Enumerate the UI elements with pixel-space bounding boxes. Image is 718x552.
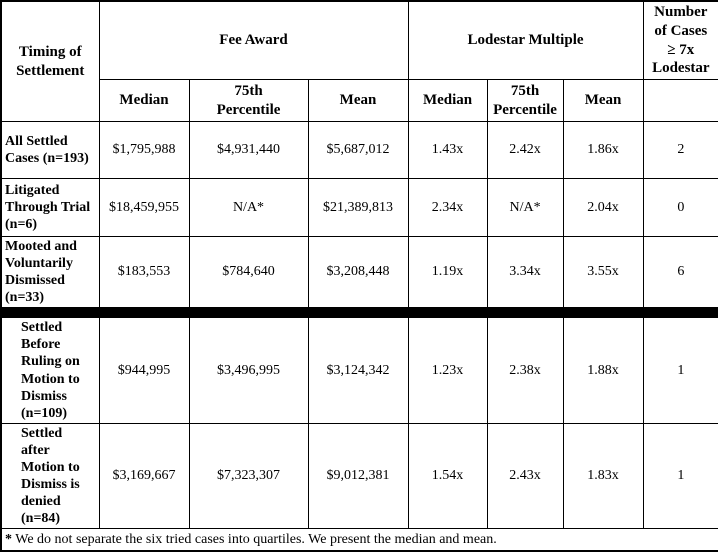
table-row-settled-before-ruling-mtd: Settled Before Ruling on Motion to Dismi… — [0, 317, 718, 424]
cell-fee-75th: $4,931,440 — [188, 121, 309, 179]
row-label: All Settled Cases (n=193) — [0, 121, 100, 179]
row-label: Litigated Through Trial (n=6) — [0, 178, 100, 237]
cell-lodestar-mean: 2.04x — [562, 178, 644, 237]
subheader-lodestar-75th-percentile: 75th Percentile — [486, 79, 564, 122]
empty-header-cell — [642, 79, 718, 122]
cell-lodestar-mean: 1.86x — [562, 121, 644, 179]
thick-section-divider — [0, 307, 718, 319]
subheader-lodestar-mean: Mean — [562, 79, 644, 122]
cell-fee-median: $1,795,988 — [98, 121, 190, 179]
cell-fee-mean: $5,687,012 — [307, 121, 409, 179]
cell-fee-mean: $3,124,342 — [307, 317, 409, 424]
subheader-fee-median: Median — [98, 79, 190, 122]
row-label: Settled Before Ruling on Motion to Dismi… — [0, 317, 100, 424]
subheader-fee-mean: Mean — [307, 79, 409, 122]
header-row-groups: Timing of Settlement Fee Award Lodestar … — [0, 0, 718, 122]
cell-lodestar-75th: 3.34x — [486, 235, 564, 309]
cell-lodestar-mean: 3.55x — [562, 235, 644, 309]
cell-fee-median: $944,995 — [98, 317, 190, 424]
cell-fee-75th: $784,640 — [188, 235, 309, 309]
table-row-all-settled-cases: All Settled Cases (n=193) $1,795,988 $4,… — [0, 121, 718, 179]
cell-num-cases-7x: 1 — [642, 317, 718, 424]
footnote: * We do not separate the six tried cases… — [0, 528, 718, 552]
cell-num-cases-7x: 1 — [642, 422, 718, 530]
cell-fee-mean: $9,012,381 — [307, 422, 409, 530]
cell-num-cases-7x: 2 — [642, 121, 718, 179]
cell-fee-mean: $3,208,448 — [307, 235, 409, 309]
table-row-litigated-through-trial: Litigated Through Trial (n=6) $18,459,95… — [0, 178, 718, 237]
cell-lodestar-median: 1.19x — [407, 235, 488, 309]
divider-bar — [0, 307, 718, 319]
cell-fee-median: $183,553 — [98, 235, 190, 309]
cell-fee-75th: $3,496,995 — [188, 317, 309, 424]
group-header-fee-award: Fee Award — [98, 0, 409, 80]
cell-lodestar-median: 1.54x — [407, 422, 488, 530]
cell-lodestar-median: 1.43x — [407, 121, 488, 179]
cell-lodestar-75th: 2.42x — [486, 121, 564, 179]
corner-header-timing-of-settlement: Timing of Settlement — [0, 0, 100, 122]
cell-fee-75th: N/A* — [188, 178, 309, 237]
subheader-fee-75th-percentile: 75th Percentile — [188, 79, 309, 122]
subheader-lodestar-median: Median — [407, 79, 488, 122]
footnote-text: We do not separate the six tried cases i… — [12, 531, 497, 547]
cell-lodestar-75th: 2.43x — [486, 422, 564, 530]
cell-fee-median: $3,169,667 — [98, 422, 190, 530]
cell-num-cases-7x: 0 — [642, 178, 718, 237]
table-row-mooted-voluntarily-dismissed: Mooted and Voluntarily Dismissed (n=33) … — [0, 235, 718, 309]
footnote-row: * We do not separate the six tried cases… — [0, 528, 718, 552]
row-label: Settled after Motion to Dismiss is denie… — [0, 422, 100, 530]
cell-lodestar-75th: 2.38x — [486, 317, 564, 424]
row-label: Mooted and Voluntarily Dismissed (n=33) — [0, 235, 100, 309]
header-row-subheaders: Median 75th Percentile Mean Median 75th … — [1, 79, 718, 122]
cell-lodestar-mean: 1.88x — [562, 317, 644, 424]
cell-lodestar-mean: 1.83x — [562, 422, 644, 530]
table-row-settled-after-mtd-denied: Settled after Motion to Dismiss is denie… — [0, 422, 718, 530]
cell-fee-mean: $21,389,813 — [307, 178, 409, 237]
cell-fee-75th: $7,323,307 — [188, 422, 309, 530]
footnote-asterisk: * — [5, 531, 12, 547]
cell-fee-median: $18,459,955 — [98, 178, 190, 237]
cell-lodestar-median: 1.23x — [407, 317, 488, 424]
cell-num-cases-7x: 6 — [642, 235, 718, 309]
header-number-of-cases-7x-lodestar: Number of Cases ≥ 7x Lodestar — [642, 0, 718, 80]
cell-lodestar-median: 2.34x — [407, 178, 488, 237]
cell-lodestar-75th: N/A* — [486, 178, 564, 237]
group-header-lodestar-multiple: Lodestar Multiple — [407, 0, 644, 80]
